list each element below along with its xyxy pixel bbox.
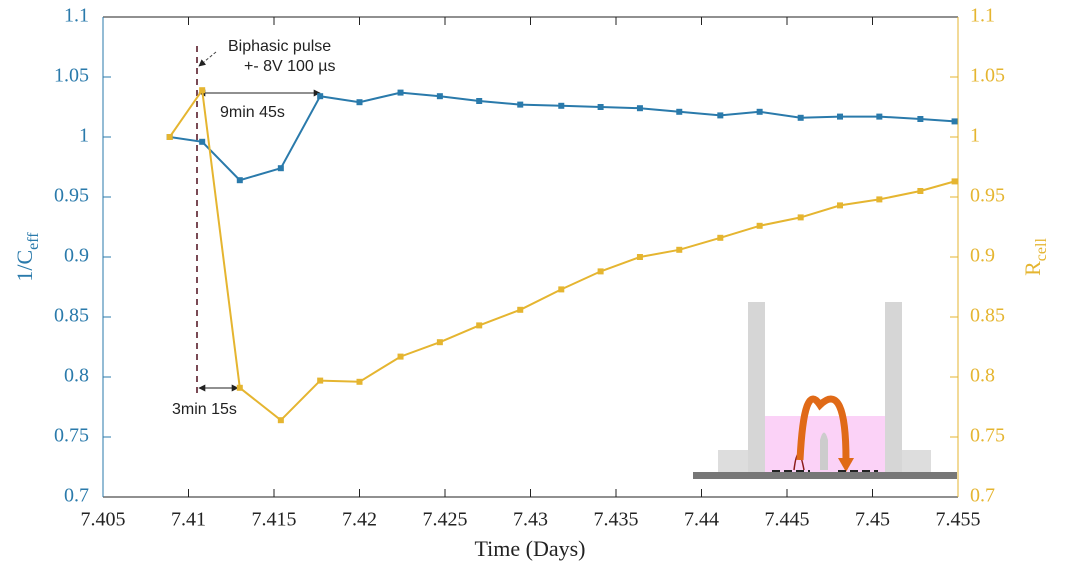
y-tick-label: 0.7 [64, 485, 89, 507]
point [636, 105, 643, 112]
annotation: 9min 45s [220, 104, 285, 121]
point [676, 246, 683, 253]
y2-axis-label: Rcell [1020, 238, 1050, 276]
point [636, 254, 643, 260]
point [436, 339, 443, 346]
point [317, 93, 324, 100]
point [236, 384, 243, 391]
point [676, 108, 683, 115]
point [797, 114, 804, 121]
annotation: +- 8V 100 µs [244, 58, 336, 75]
y2-tick-label: 0.85 [970, 305, 1005, 327]
point [558, 102, 565, 109]
point [436, 93, 443, 100]
point [597, 104, 604, 110]
point [917, 188, 924, 194]
point [517, 306, 524, 313]
y2-tick-label: 1 [970, 125, 980, 147]
point [166, 134, 173, 140]
y-axis-label-sub: eff [25, 232, 42, 250]
inset-diagram [693, 302, 957, 479]
x-tick-label: 7.405 [81, 509, 126, 531]
series-line [168, 87, 955, 422]
y2-tick-label: 1.05 [970, 65, 1005, 87]
point [476, 98, 483, 104]
x-tick-label: 7.43 [513, 509, 548, 531]
annotation: Biphasic pulse [228, 38, 331, 55]
y2-axis-label-main: R [1020, 261, 1045, 276]
point [356, 378, 363, 385]
point [756, 108, 763, 115]
y-tick-label: 1.1 [64, 5, 89, 27]
x-tick-label: 7.415 [252, 509, 297, 531]
point [876, 113, 883, 120]
y-tick-label: 0.8 [64, 365, 89, 387]
y2-tick-label: 0.75 [970, 425, 1005, 447]
point [356, 99, 363, 106]
pointer [198, 51, 217, 67]
x-tick-label: 7.44 [684, 509, 719, 531]
point [476, 322, 483, 329]
x-tick-label: 7.435 [594, 509, 639, 531]
y2-tick-label: 0.9 [970, 245, 995, 267]
point [558, 286, 565, 293]
y-tick-label: 0.85 [54, 305, 89, 327]
x-tick-label: 7.41 [171, 509, 206, 531]
y-axis-label-main: 1/C [12, 250, 37, 282]
point [317, 377, 324, 384]
point [199, 138, 206, 145]
point [717, 234, 724, 241]
x-tick-label: 7.42 [342, 509, 377, 531]
y-tick-label: 0.95 [54, 185, 89, 207]
annotation: 3min 15s [172, 401, 237, 418]
point [837, 113, 844, 120]
point [397, 353, 404, 360]
point [951, 178, 958, 185]
y2-tick-label: 1.1 [970, 5, 995, 27]
point [236, 177, 243, 184]
y-axis-label: 1/Ceff [12, 232, 42, 282]
point [277, 165, 284, 172]
y2-axis-label-sub: cell [1033, 238, 1050, 262]
x-tick-label: 7.455 [936, 509, 981, 531]
y-tick-label: 0.75 [54, 425, 89, 447]
point [837, 202, 844, 209]
y2-tick-label: 0.7 [970, 485, 995, 507]
x-tick-label: 7.45 [855, 509, 890, 531]
point [277, 417, 284, 424]
y-tick-label: 1 [79, 125, 89, 147]
point [951, 118, 958, 125]
point [517, 101, 524, 108]
point [797, 214, 804, 221]
y-tick-label: 0.9 [64, 245, 89, 267]
point [397, 89, 404, 96]
point [876, 196, 883, 203]
point [717, 112, 724, 119]
point [756, 222, 763, 229]
x-tick-label: 7.445 [765, 509, 810, 531]
x-tick-label: 7.425 [423, 509, 468, 531]
point [597, 268, 604, 275]
y2-tick-label: 0.95 [970, 185, 1005, 207]
point [917, 116, 924, 122]
y2-tick-label: 0.8 [970, 365, 995, 387]
x-axis-label: Time (Days) [474, 536, 585, 561]
y-tick-label: 1.05 [54, 65, 89, 87]
point [199, 87, 206, 94]
